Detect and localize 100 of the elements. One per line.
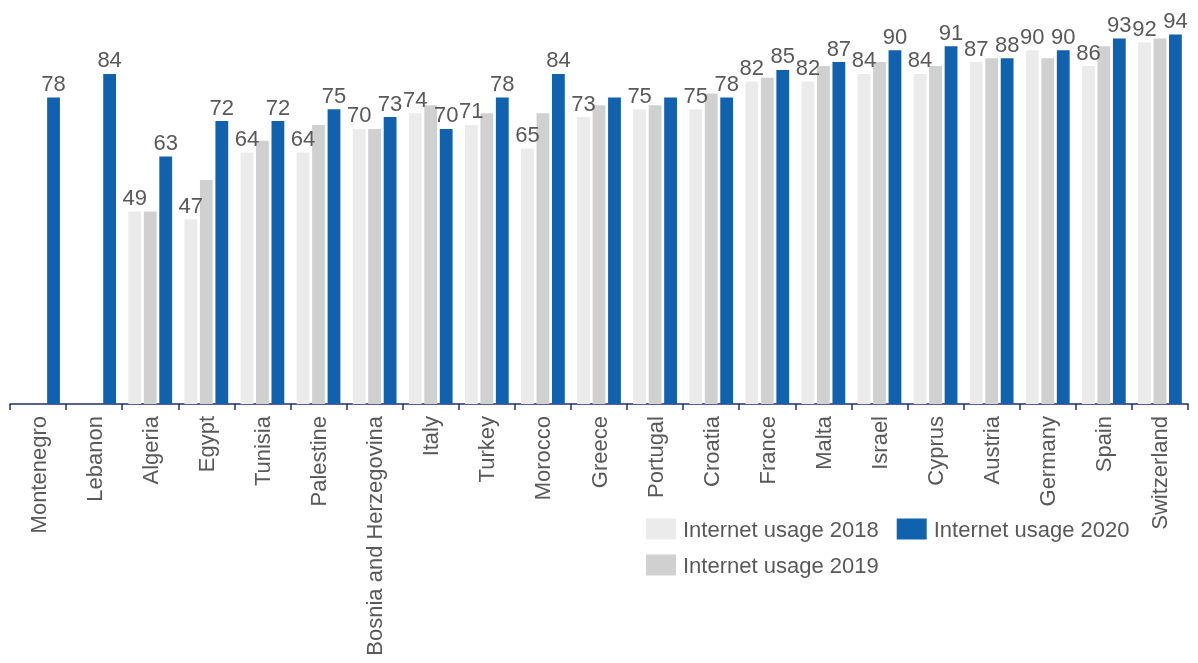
data-label: 72: [209, 94, 235, 120]
x-tick-label: Morocco: [530, 416, 556, 501]
data-label: 84: [97, 47, 122, 73]
x-tick-label: Bosnia and Herzegovina: [362, 415, 388, 656]
bar: [1081, 66, 1095, 404]
bar: [128, 211, 142, 404]
data-label: 75: [321, 82, 347, 108]
bar: [832, 62, 846, 404]
data-label: 70: [433, 102, 459, 128]
bar: [1025, 50, 1039, 404]
data-label: 87: [963, 35, 989, 61]
bar: [143, 211, 157, 404]
bar: [103, 73, 117, 404]
data-label: 78: [714, 70, 739, 96]
bar: [1056, 50, 1070, 404]
data-label: 63: [153, 129, 178, 155]
x-tick-label: Algeria: [137, 415, 163, 485]
bar: [296, 152, 310, 404]
x-tick-label: Turkey: [474, 416, 500, 483]
bar: [1041, 58, 1055, 404]
x-tick-label: Montenegro: [25, 416, 51, 534]
data-label: 75: [683, 82, 708, 108]
data-label: 86: [1076, 39, 1101, 65]
data-label: 88: [994, 31, 1020, 57]
data-label: 85: [770, 43, 796, 69]
legend-label: Internet usage 2020: [933, 516, 1130, 542]
bar: [215, 121, 229, 404]
bar: [689, 109, 703, 404]
bar: [271, 121, 285, 404]
data-label: 90: [1020, 23, 1045, 49]
data-label: 91: [938, 19, 964, 45]
legend-label: Internet usage 2019: [683, 552, 879, 578]
bar: [464, 124, 478, 404]
bar: [1138, 42, 1151, 404]
bar: [439, 128, 453, 404]
bar: [760, 77, 774, 404]
bar: [929, 66, 942, 404]
x-tick-label: Germany: [1035, 416, 1061, 507]
bar: [801, 81, 815, 404]
data-label: 64: [234, 125, 260, 151]
bar: [521, 148, 534, 404]
data-label: 65: [515, 122, 540, 148]
bar: [551, 73, 565, 404]
data-label: 93: [1107, 12, 1132, 38]
bar: [985, 58, 999, 404]
bar: [720, 97, 734, 404]
data-label: 64: [290, 125, 316, 151]
bar: [969, 62, 983, 404]
data-label: 72: [265, 94, 291, 120]
x-tick-label: Greece: [586, 416, 612, 489]
x-tick-label: Portugal: [642, 416, 668, 498]
bar: [776, 69, 790, 404]
data-label: 87: [826, 35, 852, 61]
x-tick-label: Tunisia: [249, 415, 275, 487]
bar: [184, 219, 198, 404]
x-tick-label: Palestine: [306, 416, 332, 507]
data-label: 94: [1163, 8, 1188, 34]
data-label: 90: [1051, 23, 1076, 49]
x-tick-label: Croatia: [698, 415, 724, 487]
bar: [633, 109, 647, 404]
x-tick-label: France: [754, 416, 780, 485]
legend-label: Internet usage 2018: [683, 516, 879, 542]
bar: [352, 128, 366, 404]
bar: [648, 105, 662, 404]
data-label: 49: [122, 184, 147, 210]
bar: [368, 128, 382, 404]
bar: [745, 81, 759, 404]
bar: [577, 117, 590, 404]
x-tick-label: Israel: [866, 416, 892, 470]
data-label: 82: [795, 55, 821, 81]
data-label: 73: [571, 90, 596, 116]
bar: [1153, 38, 1167, 404]
bar: [327, 109, 341, 404]
x-tick-label: Italy: [418, 416, 444, 457]
bar: [383, 117, 397, 404]
bar: [1169, 34, 1182, 404]
data-label: 84: [907, 47, 933, 73]
data-label: 90: [882, 23, 908, 49]
data-label: 75: [627, 82, 652, 108]
data-label: 70: [346, 102, 372, 128]
data-label: 82: [739, 55, 765, 81]
data-label: 78: [490, 70, 515, 96]
data-label: 84: [546, 47, 571, 73]
bar: [944, 46, 958, 404]
x-tick-label: Switzerland: [1147, 416, 1173, 530]
bar: [408, 113, 422, 404]
bar: [913, 73, 927, 404]
x-tick-label: Malta: [810, 415, 836, 470]
bar: [888, 50, 902, 404]
data-label: 73: [377, 90, 403, 116]
bar: [240, 152, 254, 404]
bar: [608, 97, 621, 404]
x-tick-label: Egypt: [193, 416, 219, 473]
x-tick-label: Cyprus: [923, 416, 949, 486]
x-tick-label: Lebanon: [81, 416, 107, 502]
data-label: 71: [459, 98, 484, 124]
bar: [1112, 38, 1126, 404]
data-label: 74: [402, 86, 428, 112]
x-tick-label: Spain: [1091, 416, 1117, 473]
bar: [495, 97, 509, 404]
